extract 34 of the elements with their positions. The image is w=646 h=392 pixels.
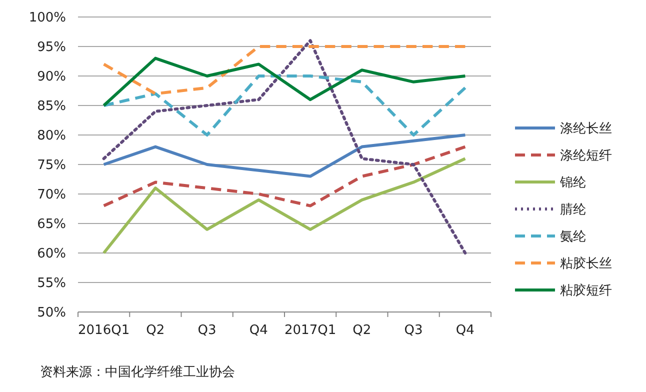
legend-label: 腈纶 (560, 202, 586, 218)
y-tick-label: 95% (37, 40, 66, 56)
y-tick-label: 80% (37, 128, 66, 144)
line-series (102, 134, 467, 178)
y-tick-label: 90% (37, 70, 66, 85)
x-tick-label: Q4 (249, 323, 268, 338)
line-series (102, 145, 467, 208)
line-series (102, 74, 467, 136)
legend-label: 氨纶 (560, 230, 586, 245)
x-tick-label: 2017Q1 (284, 323, 336, 338)
y-tick-label: 60% (37, 246, 66, 262)
y-tick-label: 65% (37, 217, 66, 232)
line-series (102, 157, 467, 254)
line-series (102, 39, 467, 254)
legend-label: 粘胶长丝 (560, 256, 612, 272)
y-tick-label: 50% (37, 306, 66, 321)
x-tick-label: Q2 (352, 323, 372, 338)
x-tick-label: Q4 (456, 323, 474, 338)
y-tick-label: 100% (28, 10, 66, 26)
x-tick-label: Q3 (198, 323, 216, 338)
legend-label: 锦纶 (559, 176, 586, 191)
y-tick-label: 55% (37, 276, 66, 292)
legend-label: 涤纶长丝 (560, 122, 612, 137)
x-tick-label: Q3 (404, 323, 423, 338)
y-tick-label: 85% (37, 99, 66, 114)
line-series (102, 45, 467, 96)
x-tick-label: Q2 (146, 323, 165, 338)
y-tick-label: 75% (37, 158, 66, 174)
y-tick-label: 70% (37, 188, 66, 203)
legend-label: 涤纶短纤 (560, 148, 612, 164)
legend-label: 粘胶短纤 (560, 284, 612, 299)
line-series (102, 56, 467, 107)
x-tick-label: 2016Q1 (78, 323, 130, 338)
text: 资料来源：中国化学纤维工业协会 (40, 365, 235, 380)
